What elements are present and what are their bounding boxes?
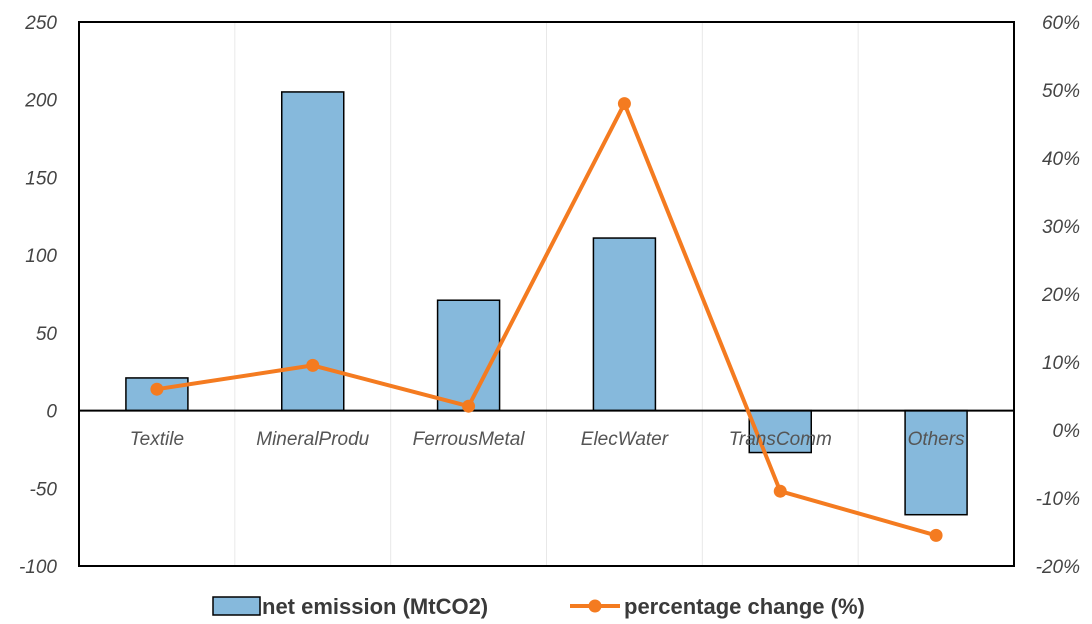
legend-bar-swatch — [212, 596, 261, 616]
legend-line-marker — [588, 599, 602, 613]
right-axis-ticks: 60% 50% 40% 30% 20% 10% 0% -10% -20% — [1036, 13, 1080, 578]
right-tick-label: 40% — [1042, 149, 1080, 170]
point-ferrousmetal — [462, 399, 476, 413]
right-tick-label: 60% — [1042, 13, 1080, 34]
line-layer — [150, 97, 943, 542]
left-tick-label: 100 — [25, 246, 57, 267]
bar-layer — [125, 91, 968, 516]
point-mineralprodu — [306, 358, 320, 372]
bar-ferrousmetal — [436, 299, 501, 412]
legend: net emission (MtCO2) percentage change (… — [212, 594, 865, 619]
right-tick-label: 30% — [1042, 217, 1080, 238]
category-labels: Textile MineralProdu FerrousMetal ElecWater… — [130, 429, 965, 450]
left-tick-label: 50 — [36, 324, 58, 345]
right-tick-label: 10% — [1042, 353, 1080, 374]
left-tick-label: -100 — [19, 557, 57, 578]
left-tick-label: -50 — [30, 479, 58, 500]
point-elecwater — [617, 97, 631, 111]
bar-others — [904, 409, 968, 516]
left-tick-label: 150 — [25, 168, 57, 189]
point-textile — [150, 382, 164, 396]
right-tick-label: -20% — [1036, 557, 1080, 578]
category-label: FerrousMetal — [413, 429, 526, 450]
plot-frame — [78, 21, 1015, 567]
left-tick-label: 200 — [24, 91, 57, 112]
right-tick-label: 20% — [1041, 285, 1080, 306]
category-label: Textile — [130, 429, 184, 450]
right-tick-label: 50% — [1042, 81, 1080, 102]
left-tick-label: 250 — [24, 13, 57, 34]
left-tick-label: 0 — [46, 402, 57, 423]
legend-bar-label: net emission (MtCO2) — [262, 594, 488, 619]
right-tick-label: -10% — [1036, 489, 1080, 510]
category-label: MineralProdu — [256, 429, 369, 450]
right-tick-label: 0% — [1053, 421, 1081, 442]
category-label: ElecWater — [581, 429, 669, 450]
left-axis-ticks: 250 200 150 100 50 0 -50 -100 — [19, 13, 57, 578]
percentage-change-line — [156, 101, 937, 538]
legend-line-label: percentage change (%) — [624, 594, 865, 619]
bar-elecwater — [592, 237, 657, 412]
category-label: TransComm — [729, 429, 832, 450]
point-transcomm — [773, 484, 787, 498]
point-others — [929, 528, 943, 542]
category-label: Others — [908, 429, 966, 450]
grid-layer — [234, 22, 859, 566]
